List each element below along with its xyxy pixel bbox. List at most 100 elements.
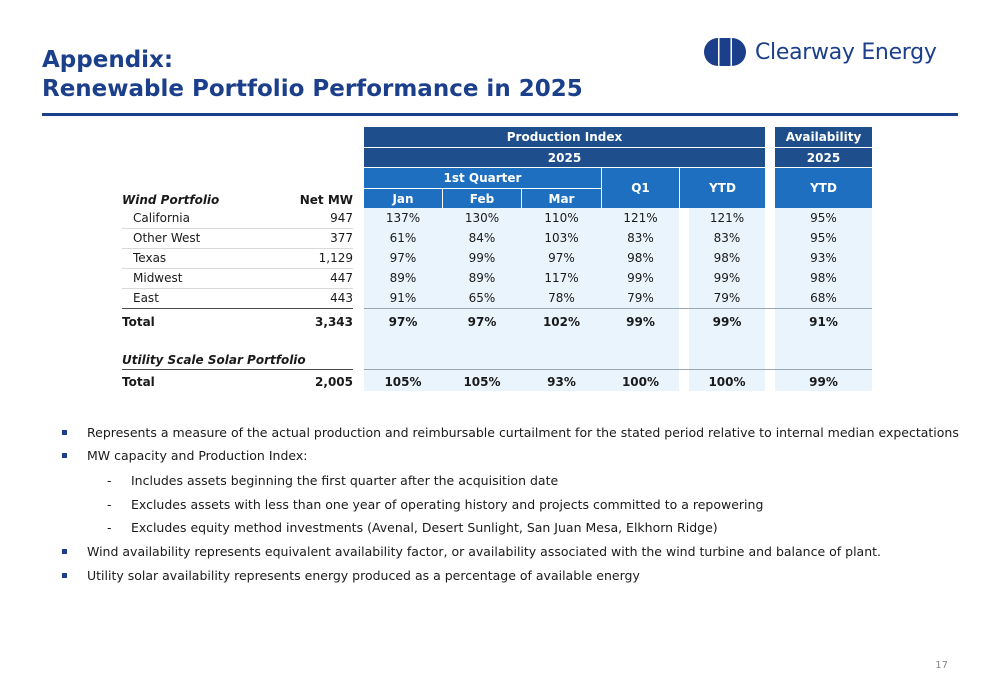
net-mw-label: Net MW bbox=[299, 193, 353, 207]
mar-cell: 103% bbox=[544, 231, 579, 245]
region-cell: Midwest bbox=[133, 271, 183, 285]
row-divider bbox=[122, 248, 353, 249]
note-wind-availability: Wind availability represents equivalent … bbox=[87, 544, 882, 559]
feb-cell: 130% bbox=[464, 211, 500, 225]
note-production-index: Represents a measure of the actual produ… bbox=[87, 425, 959, 440]
company-logo: Clearway Energy bbox=[704, 38, 937, 66]
bullet-square-icon bbox=[62, 453, 67, 458]
jan-cell: 105% bbox=[384, 375, 422, 389]
solar-total-divider bbox=[122, 369, 353, 370]
total-divider-data bbox=[364, 308, 872, 309]
mar-cell: 78% bbox=[548, 291, 575, 305]
feb-cell: 65% bbox=[468, 291, 496, 305]
solar-portfolio-label: Utility Scale Solar Portfolio bbox=[122, 353, 306, 367]
ytd-cell: 99% bbox=[712, 315, 742, 329]
net-mw-cell: 447 bbox=[330, 271, 353, 285]
q1-cell: 98% bbox=[627, 251, 654, 265]
bullet-square-icon bbox=[62, 430, 67, 435]
ytd-cell: 99% bbox=[713, 271, 741, 285]
mar-cell: 110% bbox=[544, 211, 579, 225]
availability-cell: 95% bbox=[810, 211, 837, 225]
ytd-column-bg bbox=[689, 208, 765, 391]
note-includes-assets: Includes assets beginning the first quar… bbox=[131, 473, 559, 488]
ytd-cell: 121% bbox=[709, 211, 745, 225]
note-excludes-equity: Excludes equity method investments (Aven… bbox=[131, 520, 718, 535]
feb-cell: 84% bbox=[468, 231, 496, 245]
availability-column-bg bbox=[775, 208, 872, 391]
logo-text: Clearway Energy bbox=[755, 39, 937, 65]
jan-cell: 97% bbox=[388, 315, 418, 329]
row-divider bbox=[122, 288, 353, 289]
title-divider bbox=[42, 113, 958, 116]
region-cell: California bbox=[133, 211, 190, 225]
feb-cell: 89% bbox=[468, 271, 496, 285]
availability-cell: 98% bbox=[810, 271, 837, 285]
note-mw-capacity: MW capacity and Production Index: bbox=[87, 448, 308, 463]
quarter-header: 1st Quarter bbox=[364, 168, 601, 188]
title-line-1: Appendix: bbox=[42, 47, 174, 73]
net-mw-cell: 2,005 bbox=[315, 375, 353, 389]
row-divider bbox=[122, 228, 353, 229]
feb-cell: 105% bbox=[463, 375, 501, 389]
q1-cell: 99% bbox=[626, 315, 655, 329]
region-cell: Texas bbox=[133, 251, 167, 265]
clearway-logo-icon bbox=[704, 38, 746, 66]
q1-cell: 100% bbox=[621, 375, 660, 389]
note-solar-availability: Utility solar availability represents en… bbox=[87, 568, 640, 583]
availability-cell: 91% bbox=[809, 315, 838, 329]
jan-cell: 137% bbox=[385, 211, 421, 225]
page-title: Appendix: Renewable Portfolio Performanc… bbox=[42, 46, 583, 104]
mar-cell: 117% bbox=[544, 271, 579, 285]
q1-cell: 99% bbox=[627, 271, 654, 285]
month-header-jan: Jan bbox=[364, 188, 442, 208]
month-header-mar: Mar bbox=[522, 188, 601, 208]
dash-bullet: - bbox=[107, 520, 112, 535]
jan-cell: 61% bbox=[389, 231, 417, 245]
q1-header: Q1 bbox=[602, 168, 679, 208]
total-divider bbox=[122, 308, 353, 309]
region-cell: Total bbox=[122, 375, 155, 389]
jan-cell: 91% bbox=[389, 291, 417, 305]
region-cell: Other West bbox=[133, 231, 201, 245]
ytd-header: YTD bbox=[680, 168, 765, 208]
production-year-header: 2025 bbox=[364, 148, 765, 167]
net-mw-cell: 377 bbox=[330, 231, 353, 245]
q1-column-bg bbox=[601, 208, 679, 391]
dash-bullet: - bbox=[107, 473, 112, 488]
month-columns-bg bbox=[364, 208, 601, 391]
solar-total-divider-data bbox=[364, 369, 872, 370]
region-cell: Total bbox=[122, 315, 155, 329]
net-mw-cell: 3,343 bbox=[315, 315, 353, 329]
wind-portfolio-label: Wind Portfolio bbox=[122, 193, 220, 207]
mar-cell: 93% bbox=[547, 375, 576, 389]
q1-cell: 79% bbox=[627, 291, 654, 305]
ytd-cell: 100% bbox=[708, 375, 746, 389]
month-header-feb: Feb bbox=[443, 188, 521, 208]
bullet-square-icon bbox=[62, 549, 67, 554]
ytd-cell: 83% bbox=[713, 231, 741, 245]
net-mw-cell: 947 bbox=[330, 211, 353, 225]
availability-header: Availability bbox=[775, 127, 872, 147]
mar-cell: 97% bbox=[548, 251, 575, 265]
jan-cell: 89% bbox=[389, 271, 417, 285]
note-excludes-assets: Excludes assets with less than one year … bbox=[131, 497, 764, 512]
region-cell: East bbox=[133, 291, 159, 305]
ytd-cell: 98% bbox=[713, 251, 741, 265]
availability-cell: 93% bbox=[810, 251, 837, 265]
mar-cell: 102% bbox=[542, 315, 581, 329]
q1-cell: 121% bbox=[623, 211, 658, 225]
availability-ytd-header: YTD bbox=[775, 168, 872, 208]
ytd-cell: 79% bbox=[713, 291, 741, 305]
q1-cell: 83% bbox=[627, 231, 654, 245]
availability-cell: 99% bbox=[809, 375, 838, 389]
net-mw-cell: 443 bbox=[330, 291, 353, 305]
bullet-square-icon bbox=[62, 573, 67, 578]
net-mw-cell: 1,129 bbox=[318, 251, 353, 265]
availability-cell: 95% bbox=[810, 231, 837, 245]
availability-year-header: 2025 bbox=[775, 148, 872, 167]
title-line-2: Renewable Portfolio Performance in 2025 bbox=[42, 76, 583, 102]
feb-cell: 99% bbox=[468, 251, 496, 265]
page-number: 17 bbox=[935, 660, 948, 671]
availability-cell: 68% bbox=[810, 291, 837, 305]
dash-bullet: - bbox=[107, 497, 112, 512]
